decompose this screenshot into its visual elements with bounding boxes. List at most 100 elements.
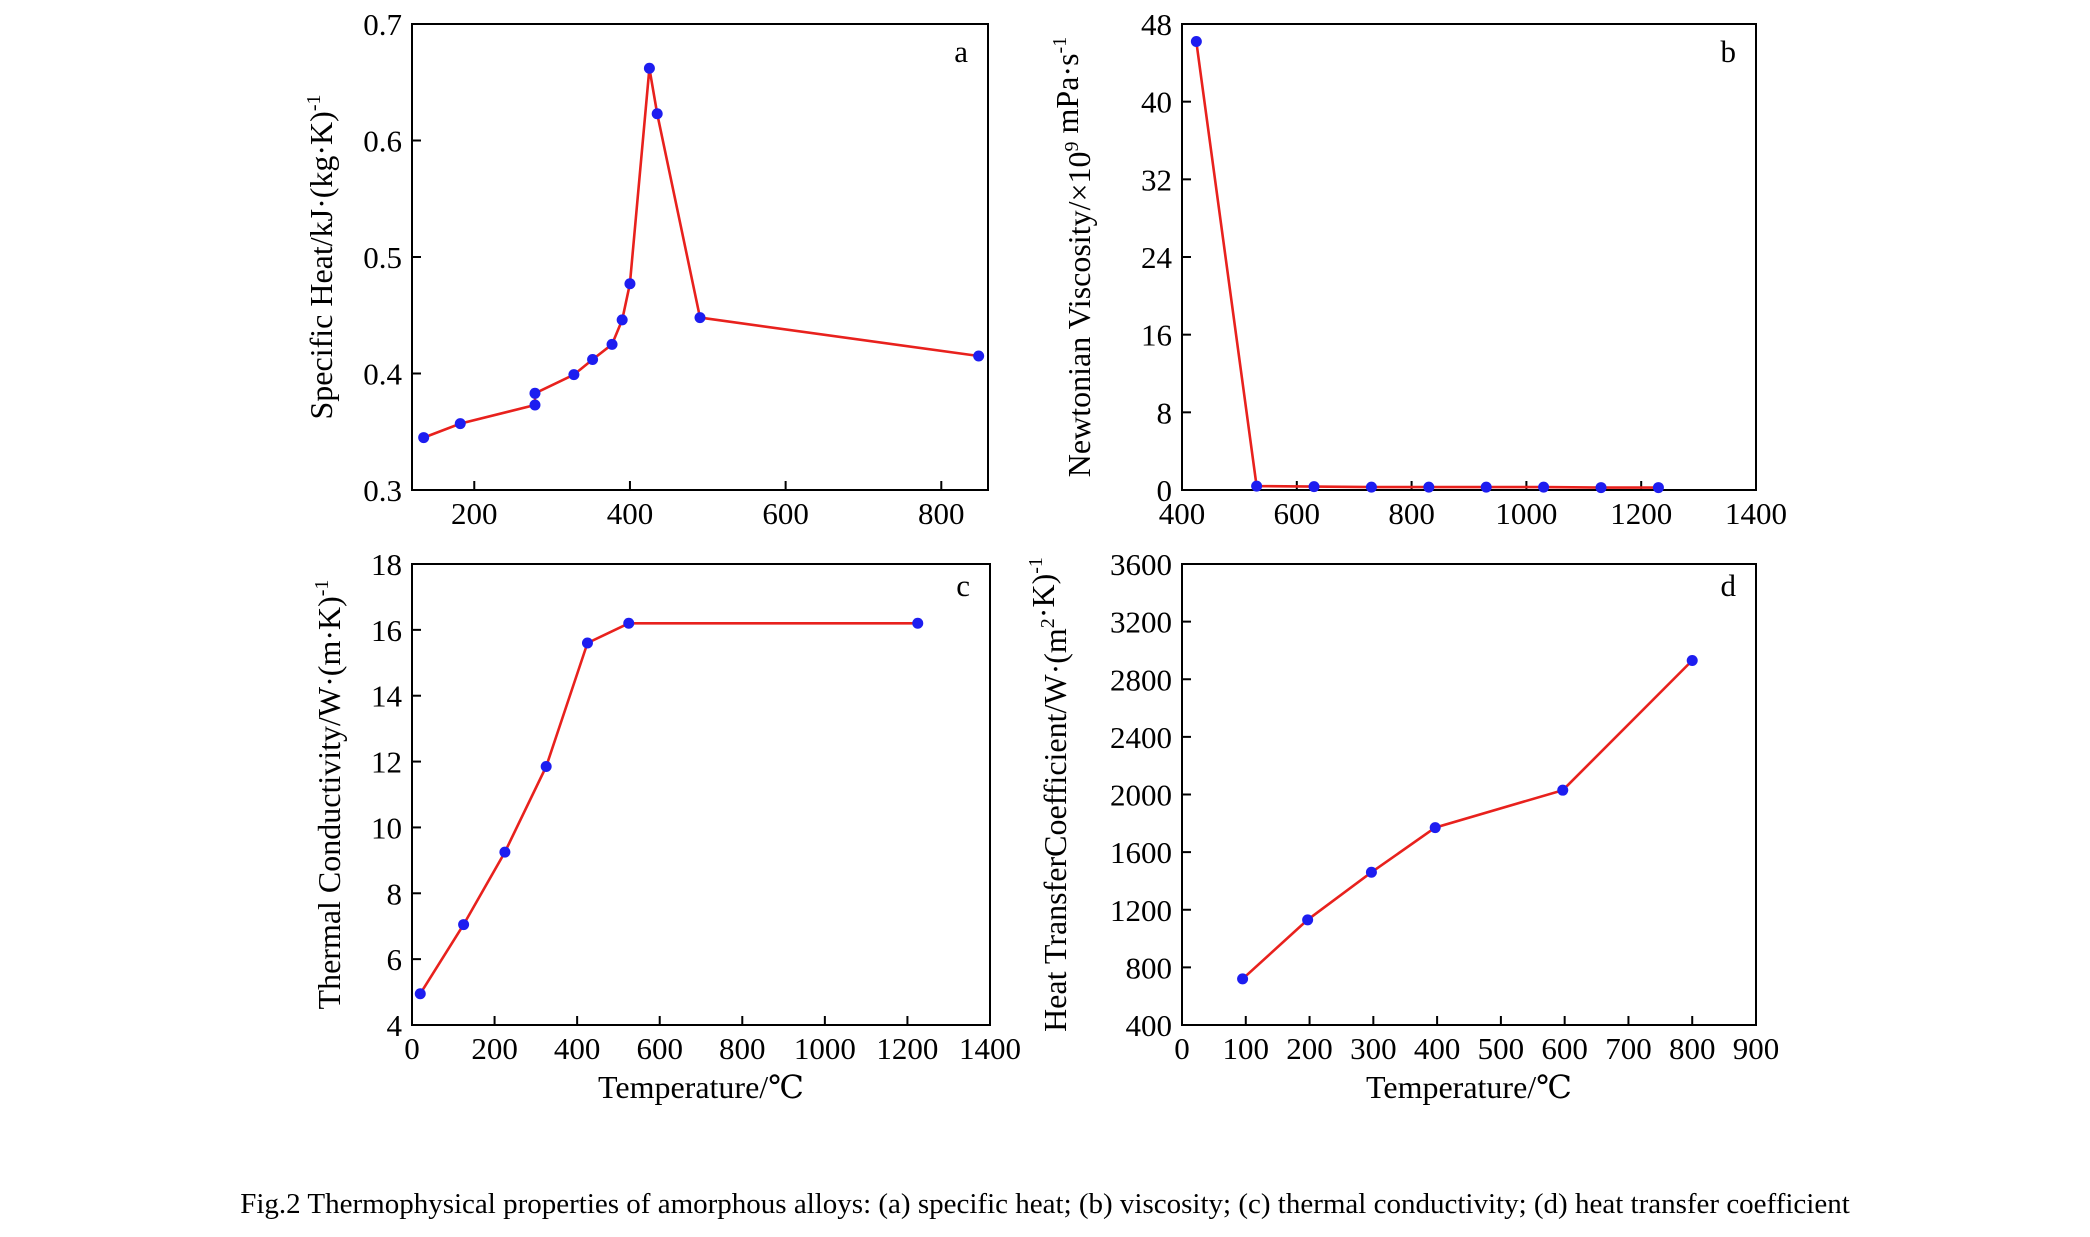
y-tick-label-c: 16 [371, 613, 402, 648]
chart-panel-a: 200 400 600 800 0.3 0.4 0.5 0.6 0.7 a Specific Hea… [303, 7, 989, 531]
chart-panel-b: 400 600 800 1000 1200 1400 0 8 16 24 32 40 48 b Newton… [1049, 7, 1787, 531]
x-tick-label-c: 600 [636, 1031, 683, 1066]
series-line-d [1241, 659, 1694, 980]
y-tick-label-b: 0 [1157, 473, 1173, 508]
y-tick-label-d: 3600 [1110, 547, 1172, 582]
x-tick-label-a: 800 [918, 496, 965, 531]
panel-label-a: a [954, 34, 968, 69]
data-point-b [1423, 481, 1435, 493]
panel-label-c: c [956, 568, 970, 603]
y-axis-title-b: Newtonian Viscosity/×109 mPa·s-1 [1049, 37, 1097, 477]
data-point-b [1538, 481, 1550, 493]
y-tick-label-c: 8 [387, 876, 403, 911]
data-point-c [499, 846, 511, 858]
data-point-d [1429, 822, 1441, 834]
data-point-a [973, 350, 985, 362]
data-point-b [1190, 35, 1202, 47]
data-point-c [414, 988, 426, 1000]
data-point-a [418, 432, 430, 444]
x-tick-label-b: 800 [1388, 496, 1435, 531]
x-tick-label-d: 100 [1223, 1031, 1270, 1066]
x-tick-label-d: 0 [1174, 1031, 1190, 1066]
y-tick-label-a: 0.4 [363, 357, 402, 392]
x-tick-label-d: 700 [1605, 1031, 1652, 1066]
data-point-b [1480, 481, 1492, 493]
x-tick-label-b: 400 [1159, 496, 1206, 531]
data-point-a [643, 62, 655, 74]
y-axis-title-d: Heat TransferCoefficient/W·(m2·K)-1 [1025, 557, 1073, 1032]
x-tick-label-c: 0 [404, 1031, 420, 1066]
data-point-c [623, 617, 635, 629]
y-tick-label-d: 3200 [1110, 605, 1172, 640]
data-point-a [568, 369, 580, 381]
y-tick-label-b: 40 [1141, 85, 1172, 120]
x-tick-label-c: 800 [719, 1031, 766, 1066]
y-tick-label-c: 6 [387, 942, 403, 977]
data-point-d [1686, 655, 1698, 667]
y-axis-title-c: Thermal Conductivity/W·(m·K)-1 [311, 580, 347, 1010]
y-tick-label-a: 0.3 [363, 473, 402, 508]
x-tick-label-d: 900 [1733, 1031, 1780, 1066]
y-axis-title-a: Specific Heat/kJ·(kg·K)-1 [303, 95, 339, 420]
y-tick-label-a: 0.5 [363, 240, 402, 275]
data-point-b [1308, 481, 1320, 493]
x-tick-label-d: 400 [1414, 1031, 1461, 1066]
data-point-a [616, 314, 628, 326]
x-tick-label-c: 1200 [876, 1031, 938, 1066]
x-tick-label-b: 1400 [1725, 496, 1787, 531]
panel-label-b: b [1721, 34, 1737, 69]
data-point-a [651, 108, 663, 120]
data-point-a [694, 312, 706, 324]
y-tick-label-c: 18 [371, 547, 402, 582]
y-tick-label-b: 32 [1141, 162, 1172, 197]
plot-frame-a [411, 23, 989, 491]
y-tick-label-d: 2000 [1110, 778, 1172, 813]
data-point-b [1595, 482, 1607, 494]
data-point-a [606, 338, 618, 350]
data-point-b [1365, 481, 1377, 493]
plot-frame-b [1181, 23, 1757, 491]
y-tick-label-c: 12 [371, 745, 402, 780]
y-tick-label-c: 14 [371, 679, 403, 714]
x-tick-label-c: 1400 [959, 1031, 1021, 1066]
x-axis-title-c: Temperature/℃ [598, 1069, 804, 1105]
y-tick-label-d: 2400 [1110, 720, 1172, 755]
y-tick-label-c: 10 [371, 810, 402, 845]
x-tick-label-d: 200 [1286, 1031, 1333, 1066]
data-point-c [458, 919, 470, 931]
x-tick-label-a: 200 [451, 496, 498, 531]
series-line-c [419, 621, 918, 995]
data-point-a [529, 387, 541, 399]
x-tick-label-d: 300 [1350, 1031, 1397, 1066]
data-point-b [1251, 480, 1263, 492]
x-tick-label-d: 500 [1478, 1031, 1525, 1066]
series-line-a [423, 68, 979, 439]
y-tick-label-a: 0.6 [363, 124, 402, 159]
data-point-a [529, 399, 541, 411]
y-tick-label-b: 24 [1141, 240, 1173, 275]
chart-panel-c: 0 200 400 600 800 1000 1200 1400 4 6 8 10 12 14 16 18 c T… [311, 547, 1021, 1105]
y-tick-label-a: 0.7 [363, 7, 402, 42]
data-point-a [587, 354, 599, 366]
data-point-d [1365, 866, 1377, 878]
data-point-a [624, 278, 636, 290]
y-tick-label-b: 48 [1141, 7, 1172, 42]
data-point-a [454, 418, 466, 430]
y-tick-label-b: 8 [1157, 395, 1173, 430]
x-axis-title-d: Temperature/℃ [1366, 1069, 1572, 1105]
y-tick-label-d: 400 [1126, 1008, 1173, 1043]
y-tick-label-d: 1600 [1110, 835, 1172, 870]
x-tick-label-c: 1000 [794, 1031, 856, 1066]
x-tick-label-c: 400 [554, 1031, 601, 1066]
x-tick-label-b: 1000 [1495, 496, 1557, 531]
x-tick-label-c: 200 [471, 1031, 518, 1066]
data-point-b [1652, 482, 1664, 494]
data-point-c [581, 637, 593, 649]
x-tick-label-b: 1200 [1610, 496, 1672, 531]
data-point-d [1302, 914, 1314, 926]
y-tick-label-d: 2800 [1110, 662, 1172, 697]
data-point-d [1557, 784, 1569, 796]
plot-frame-c [411, 563, 991, 1026]
x-tick-label-d: 800 [1669, 1031, 1716, 1066]
